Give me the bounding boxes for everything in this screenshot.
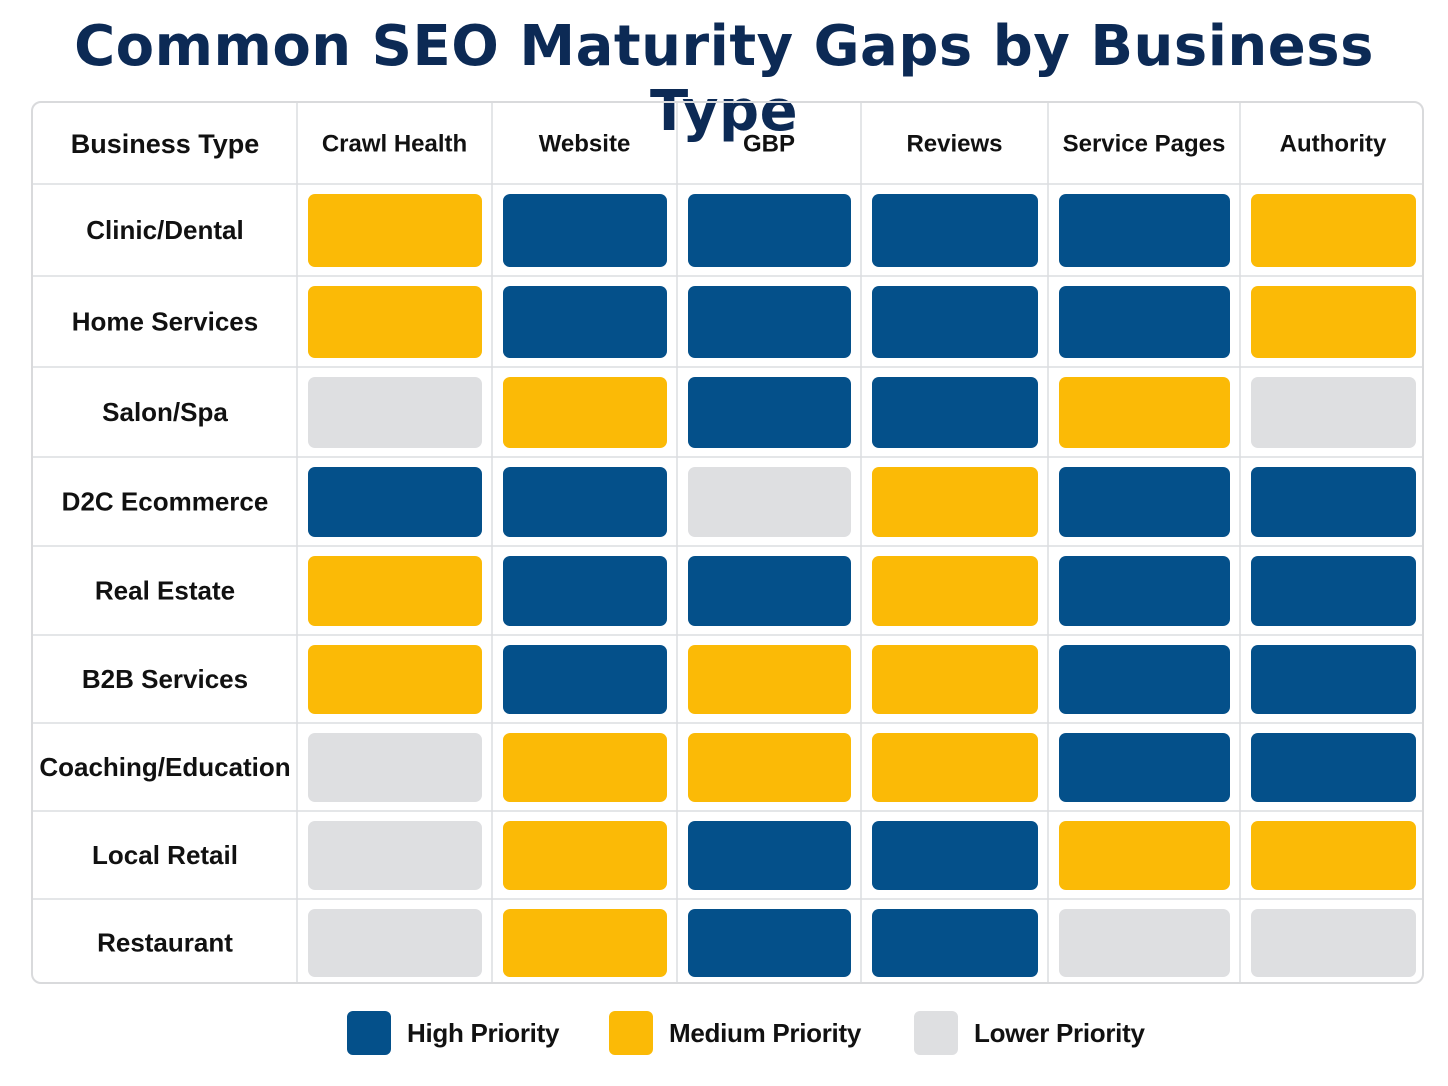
cell-home-services-reviews [872, 286, 1038, 358]
cell-coaching-education-gbp [688, 733, 851, 802]
cell-b2b-services-reviews [872, 645, 1038, 714]
legend-item-medium: Medium Priority [609, 1010, 861, 1056]
column-header-website: Website [539, 131, 631, 158]
row-label-restaurant: Restaurant [97, 928, 233, 958]
row-label-b2b-services: B2B Services [82, 664, 248, 694]
cell-clinic-dental-reviews [872, 194, 1038, 267]
cell-restaurant-website [503, 909, 667, 977]
cell-salon-spa-website [503, 377, 667, 448]
cell-home-services-website [503, 286, 667, 358]
cell-home-services-service-pages [1059, 286, 1230, 358]
cell-home-services-gbp [688, 286, 851, 358]
cell-local-retail-service-pages [1059, 821, 1230, 890]
cell-real-estate-website [503, 556, 667, 626]
column-header-service-pages: Service Pages [1063, 131, 1226, 158]
cell-restaurant-gbp [688, 909, 851, 977]
column-header-gbp: GBP [743, 131, 795, 158]
chart-title: Common SEO Maturity Gaps by Business Typ… [74, 14, 1374, 144]
cell-d2c-ecommerce-authority [1251, 467, 1416, 537]
cell-b2b-services-service-pages [1059, 645, 1230, 714]
cell-clinic-dental-crawl-health [308, 194, 482, 267]
legend-swatch-high [347, 1011, 391, 1055]
legend-swatch-medium [609, 1011, 653, 1055]
row-label-d2c-ecommerce: D2C Ecommerce [62, 487, 269, 517]
cell-salon-spa-reviews [872, 377, 1038, 448]
row-label-real-estate: Real Estate [95, 576, 235, 606]
cell-d2c-ecommerce-crawl-health [308, 467, 482, 537]
cell-d2c-ecommerce-gbp [688, 467, 851, 537]
cell-coaching-education-authority [1251, 733, 1416, 802]
cell-b2b-services-crawl-health [308, 645, 482, 714]
cell-real-estate-reviews [872, 556, 1038, 626]
row-label-home-services: Home Services [72, 307, 258, 337]
row-label-salon-spa: Salon/Spa [102, 397, 228, 427]
heatmap-table: Business Type Crawl Health Website GBP Revie… [31, 101, 1424, 984]
row-label-clinic-dental: Clinic/Dental [86, 215, 243, 245]
cell-real-estate-service-pages [1059, 556, 1230, 626]
cell-real-estate-crawl-health [308, 556, 482, 626]
legend-label-medium: Medium Priority [669, 1017, 861, 1048]
cell-restaurant-service-pages [1059, 909, 1230, 977]
cell-local-retail-crawl-health [308, 821, 482, 890]
legend: High Priority Medium Priority Lower Prio… [0, 1010, 1448, 1056]
cell-coaching-education-crawl-health [308, 733, 482, 802]
column-header-crawl-health: Crawl Health [322, 131, 467, 158]
cell-b2b-services-gbp [688, 645, 851, 714]
legend-item-high: High Priority [347, 1010, 559, 1056]
cell-d2c-ecommerce-service-pages [1059, 467, 1230, 537]
cell-coaching-education-website [503, 733, 667, 802]
cell-clinic-dental-service-pages [1059, 194, 1230, 267]
cell-local-retail-gbp [688, 821, 851, 890]
cell-restaurant-authority [1251, 909, 1416, 977]
cell-restaurant-crawl-health [308, 909, 482, 977]
cell-salon-spa-authority [1251, 377, 1416, 448]
cell-coaching-education-reviews [872, 733, 1038, 802]
cell-home-services-crawl-health [308, 286, 482, 358]
cell-local-retail-reviews [872, 821, 1038, 890]
legend-label-lower: Lower Priority [974, 1017, 1145, 1048]
legend-label-high: High Priority [407, 1017, 560, 1048]
cell-real-estate-gbp [688, 556, 851, 626]
cell-local-retail-website [503, 821, 667, 890]
column-header-reviews: Reviews [906, 131, 1002, 158]
cell-b2b-services-website [503, 645, 667, 714]
row-label-local-retail: Local Retail [92, 840, 238, 870]
cell-salon-spa-service-pages [1059, 377, 1230, 448]
row-label-coaching-education: Coaching/Education [39, 752, 290, 782]
cell-clinic-dental-authority [1251, 194, 1416, 267]
cell-restaurant-reviews [872, 909, 1038, 977]
cell-d2c-ecommerce-website [503, 467, 667, 537]
cell-salon-spa-gbp [688, 377, 851, 448]
heatmap-svg: Business Type Crawl Health Website GBP Revie… [33, 103, 1422, 982]
legend-item-lower: Lower Priority [914, 1010, 1145, 1056]
legend-swatch-lower [914, 1011, 958, 1055]
row-header-label: Business Type [71, 129, 260, 159]
cell-clinic-dental-gbp [688, 194, 851, 267]
cell-home-services-authority [1251, 286, 1416, 358]
cell-salon-spa-crawl-health [308, 377, 482, 448]
cell-coaching-education-service-pages [1059, 733, 1230, 802]
cell-d2c-ecommerce-reviews [872, 467, 1038, 537]
cell-clinic-dental-website [503, 194, 667, 267]
cell-real-estate-authority [1251, 556, 1416, 626]
cell-b2b-services-authority [1251, 645, 1416, 714]
column-header-authority: Authority [1280, 131, 1387, 158]
cell-local-retail-authority [1251, 821, 1416, 890]
